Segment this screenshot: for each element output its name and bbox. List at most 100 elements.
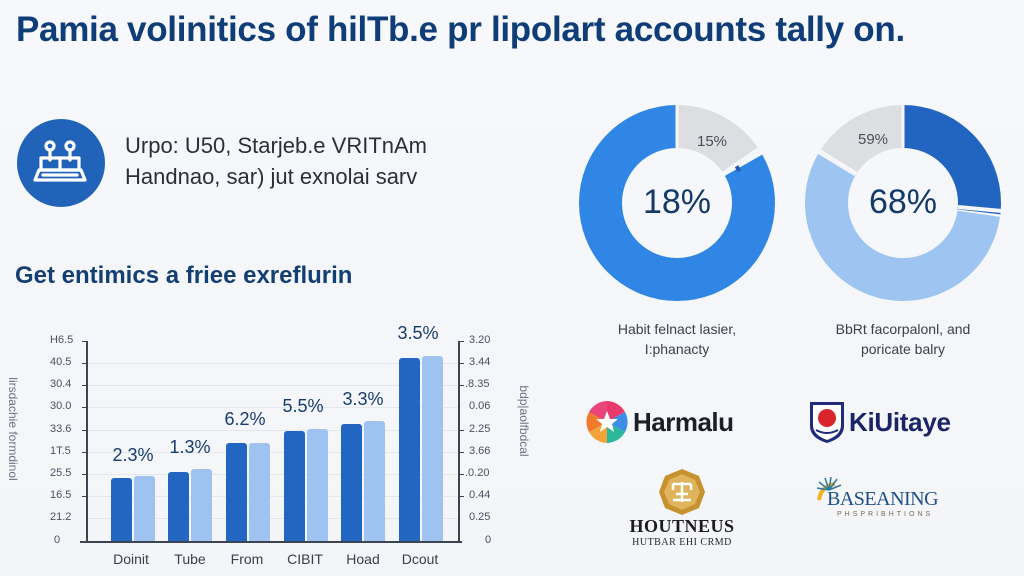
donut-left-slice-label: 15% <box>697 133 728 150</box>
logo-baseaning-name: BASEANING <box>827 488 939 510</box>
tick <box>459 452 464 453</box>
gridline <box>88 385 458 386</box>
caption-line: I:phanacty <box>644 341 710 357</box>
bar-doinit-light[interactable] <box>134 476 155 541</box>
logo-houtneus-subtitle: HUTBAR EHI CRMD <box>632 537 732 548</box>
y-axis-left <box>86 341 88 542</box>
y-tick-label-right: 0.06 <box>469 400 491 412</box>
tick <box>82 363 87 364</box>
gridline <box>88 496 458 497</box>
sunburst-icon <box>816 476 842 501</box>
bar-value-label: 6.2% <box>224 409 266 429</box>
tick <box>82 496 87 497</box>
bar-value-label: 3.5% <box>397 323 439 343</box>
donut-left-caption: Habit felnact lasier, I:phanacty <box>567 319 787 359</box>
feature-line-1: Urpo: U50, Starjeb.e VRITnAm <box>125 133 428 158</box>
y-tick-label-right: 0.44 <box>469 489 491 501</box>
y-tick-label-left: 33.6 <box>50 423 72 435</box>
tick <box>82 341 87 342</box>
x-tick-label: CIBIT <box>287 551 323 567</box>
gridline <box>88 363 458 364</box>
donut-right-center-value: 68% <box>868 183 938 221</box>
y-tick-label-left: 40.5 <box>50 356 72 368</box>
tick <box>459 496 464 497</box>
crest-shield-icon <box>810 402 844 443</box>
tick <box>82 474 87 475</box>
y-axis-title-left: lirsdachie formdinol <box>6 377 20 481</box>
x-tick-label: Dcout <box>401 551 439 567</box>
y-tick-label-right: 2.25 <box>469 423 491 435</box>
y-tick-label-left: 0 <box>54 534 61 546</box>
gridline <box>88 430 458 431</box>
tick <box>459 385 464 386</box>
bar-value-label: 5.5% <box>282 396 324 416</box>
donut-right-slice-label: 59% <box>858 131 889 148</box>
page-title: Pamia volinitics of hilTb.e pr lipolart … <box>16 10 905 49</box>
bar-value-label: 2.3% <box>112 445 154 465</box>
caption-line: BbRt facorpalonl, and <box>835 321 971 337</box>
y-axis-title-right: bdp|aolfbdcal <box>517 385 531 457</box>
bar-value-label: 1.3% <box>169 437 211 457</box>
logo-baseaning[interactable]: BASEANING PHSPRIBHTIONS <box>815 476 939 518</box>
bar-doinit-dark[interactable] <box>111 478 132 541</box>
logo-kiutaye[interactable]: KiUitaye <box>808 400 951 444</box>
logo-houtneus-name: HOUTNEUS <box>629 516 735 536</box>
conveyor-machine-icon <box>17 119 105 207</box>
y-tick-label-left: H6.5 <box>50 334 74 346</box>
tick <box>459 341 464 342</box>
gridline <box>88 407 458 408</box>
logo-houtneus[interactable]: HOUTNEUS HUTBAR EHI CRMD <box>612 468 752 548</box>
tick <box>82 430 87 431</box>
y-tick-label-right: 3.44 <box>469 356 491 368</box>
logo-baseaning-subtitle: PHSPRIBHTIONS <box>837 511 934 518</box>
y-tick-label-right: 0.25 <box>469 511 491 523</box>
x-tick-label: From <box>230 551 264 567</box>
feature-line-2: Handnao, sar) jut exnolai sarv <box>125 164 418 189</box>
pinwheel-star-icon <box>586 401 628 443</box>
tick <box>459 474 464 475</box>
gridline <box>88 474 458 475</box>
tick <box>82 452 87 453</box>
donut-left-center-value: 18% <box>642 183 712 221</box>
tick <box>459 363 464 364</box>
gridline <box>88 518 458 519</box>
y-tick-label-left: 30.0 <box>50 400 72 412</box>
y-tick-label-left: 30.4 <box>50 378 72 390</box>
x-tick-label: Tube <box>174 551 206 567</box>
caption-line: poricate balry <box>860 341 946 357</box>
bar-dcout-light[interactable] <box>422 356 443 541</box>
y-tick-label-right: .0.20 <box>465 467 490 479</box>
bar-hoad-light[interactable] <box>364 421 385 541</box>
gridline <box>88 452 458 453</box>
logo-harmalu[interactable]: Harmalu <box>585 400 734 444</box>
bar-cibit-light[interactable] <box>307 429 328 541</box>
y-tick-label-right: 0 <box>485 534 492 546</box>
y-axis-right <box>458 341 460 542</box>
section-heading: Get entimics a friee exreflurin <box>15 262 353 289</box>
y-tick-label-right: .8.35 <box>465 378 490 390</box>
tick <box>82 407 87 408</box>
bar-value-label: 3.3% <box>342 389 384 409</box>
donut-right-caption: BbRt facorpalonl, and poricate balry <box>793 319 1013 359</box>
bar-tube-light[interactable] <box>191 469 212 541</box>
x-tick-label: Doinit <box>113 551 149 567</box>
bar-cibit-dark[interactable] <box>284 431 305 541</box>
feature-description: Urpo: U50, Starjeb.e VRITnAm Handnao, sa… <box>125 130 427 192</box>
y-tick-label-left: 25.5 <box>50 467 72 479</box>
bar-from-light[interactable] <box>249 443 270 541</box>
caption-line: Habit felnact lasier, <box>617 321 737 337</box>
bar-hoad-dark[interactable] <box>341 424 362 541</box>
donut-left-graphic[interactable] <box>577 103 777 303</box>
tick <box>82 385 87 386</box>
bar-tube-dark[interactable] <box>168 472 189 541</box>
y-tick-label-left: 21.2 <box>50 511 72 523</box>
logo-kiutaye-name: KiUitaye <box>849 406 951 437</box>
y-tick-label-left: 1T.5 <box>50 445 71 457</box>
tick <box>459 430 464 431</box>
donut-right-graphic[interactable] <box>803 103 1003 303</box>
y-tick-label-right: 3.66 <box>469 445 491 457</box>
bar-dcout-dark[interactable] <box>399 358 420 541</box>
y-tick-label-left: 16.5 <box>50 489 72 501</box>
bar-from-dark[interactable] <box>226 443 247 541</box>
x-axis <box>80 541 462 543</box>
